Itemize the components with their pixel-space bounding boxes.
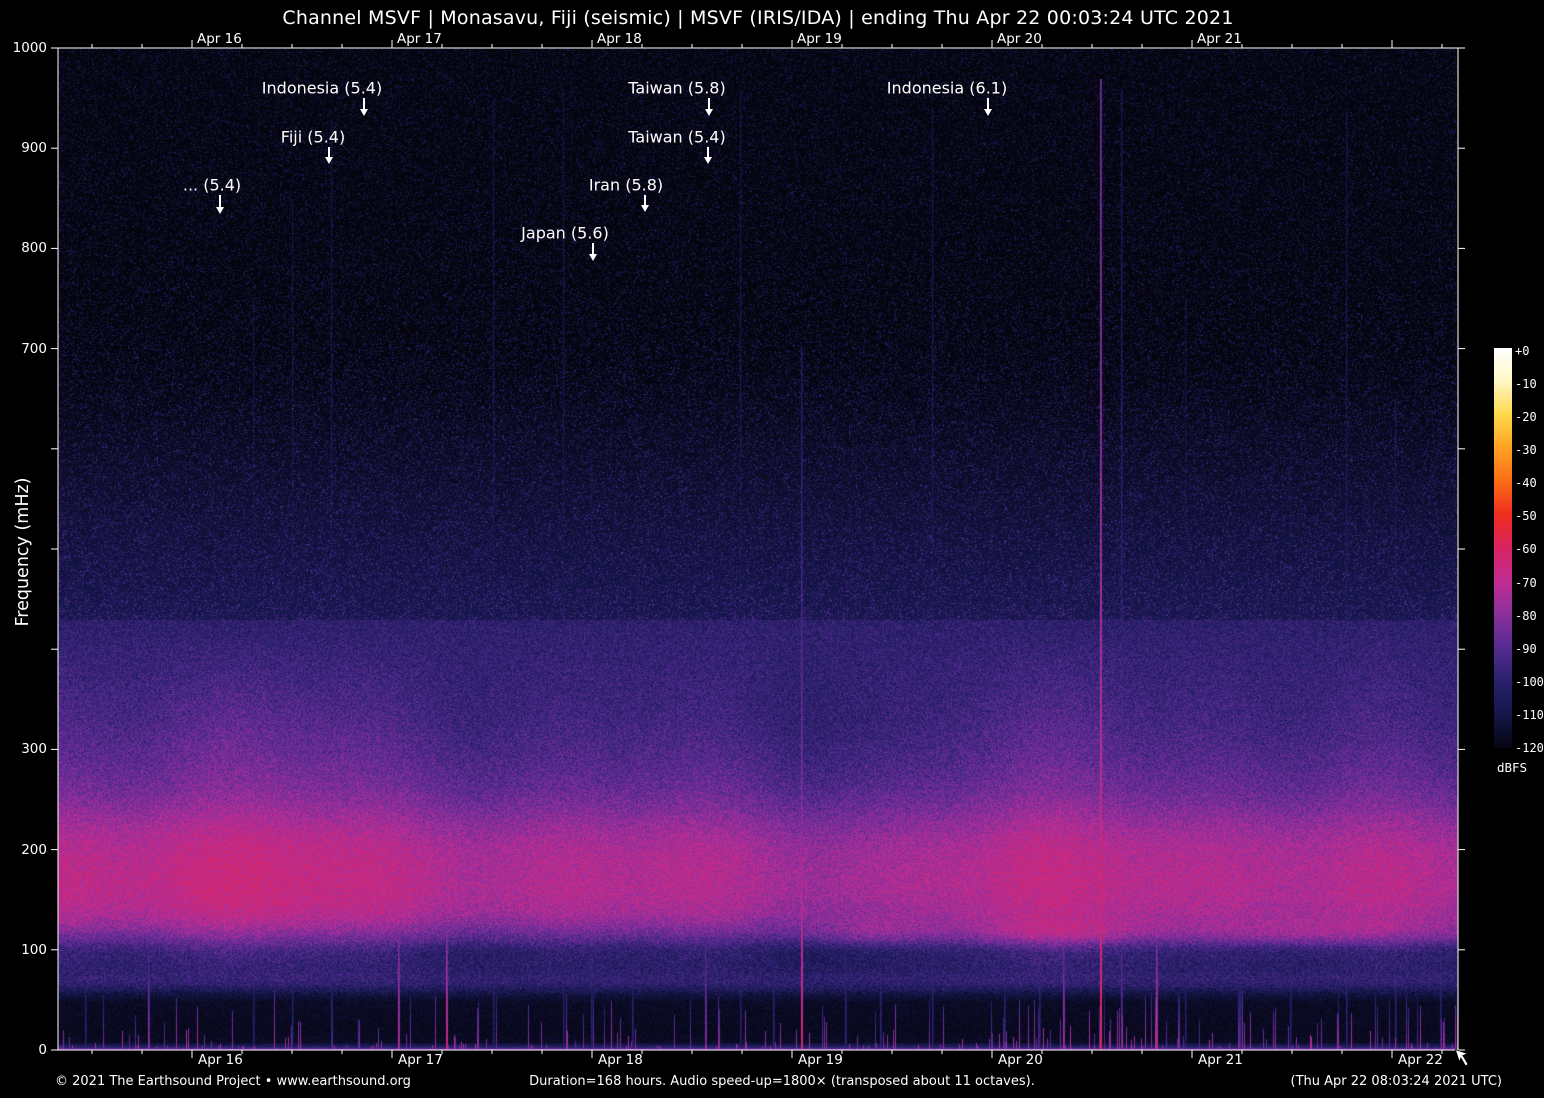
y-tick-label: 100: [21, 941, 47, 958]
x-tick-label-top: Apr 18: [597, 31, 642, 47]
colorbar-tick-label: -60: [1515, 542, 1537, 557]
annotation-arrow: [360, 98, 368, 116]
annotation-arrow-stem: [328, 147, 330, 157]
y-tick-label: 0: [38, 1042, 47, 1058]
annotation-arrow: [984, 98, 992, 116]
annotation-arrow: [704, 147, 712, 164]
mouse-cursor-icon: [1455, 1049, 1469, 1067]
y-tick-label: 200: [21, 841, 47, 858]
annotation-label: Taiwan (5.8): [628, 78, 726, 98]
colorbar-tick-label: -30: [1515, 443, 1537, 458]
colorbar-tick-label: -40: [1515, 476, 1537, 491]
footer-timestamp: (Thu Apr 22 08:03:24 2021 UTC): [1290, 1074, 1503, 1089]
x-tick-label-bottom: Apr 17: [398, 1052, 443, 1068]
page-title: Channel MSVF | Monasavu, Fiji (seismic) …: [282, 7, 1234, 29]
x-tick-label-top: Apr 20: [997, 31, 1042, 47]
footer-copyright: © 2021 The Earthsound Project • www.eart…: [55, 1074, 411, 1089]
colorbar-tick-label: -110: [1515, 707, 1544, 722]
annotation-arrow-stem: [707, 147, 709, 157]
annotation-arrow: [589, 243, 597, 261]
colorbar-tick-label: -10: [1515, 377, 1537, 392]
annotation-label: Fiji (5.4): [280, 127, 346, 147]
x-tick-label-bottom: Apr 20: [998, 1052, 1043, 1068]
y-tick-label: 700: [21, 340, 47, 357]
colorbar-tick-label: +0: [1515, 344, 1530, 358]
x-tick-label-bottom: Apr 22: [1398, 1052, 1443, 1068]
colorbar-tick-label: -90: [1515, 641, 1537, 656]
annotation-arrow: [705, 98, 713, 116]
annotation-arrow-stem: [363, 98, 365, 109]
spectrogram-canvas: [58, 48, 1458, 1050]
x-tick-label-top: Apr 21: [1197, 31, 1242, 47]
colorbar-tick-label: -70: [1515, 575, 1537, 590]
colorbar-unit-label: dBFS: [1496, 760, 1528, 775]
annotation-arrow-head: [704, 157, 712, 164]
annotation-arrow-head: [589, 254, 597, 261]
annotation-arrow-head: [984, 109, 992, 116]
annotation-arrow: [641, 195, 649, 212]
annotation-label: Iran (5.8): [588, 175, 664, 195]
y-axis-label: Frequency (mHz): [13, 477, 33, 627]
annotation-arrow-head: [705, 109, 713, 116]
y-tick-label: 300: [21, 741, 47, 758]
x-tick-label-bottom: Apr 16: [198, 1052, 243, 1068]
colorbar-tick-label: -80: [1515, 608, 1537, 623]
colorbar-gradient: [1494, 348, 1512, 748]
annotation-arrow-stem: [219, 195, 221, 207]
x-tick-label-top: Apr 16: [197, 31, 242, 47]
annotation-arrow: [325, 147, 333, 164]
y-tick-label: 900: [21, 140, 47, 157]
colorbar-tick-label: -20: [1515, 410, 1537, 425]
y-tick-label: 800: [21, 240, 47, 257]
annotation-arrow-stem: [644, 195, 646, 205]
colorbar-tick-label: -100: [1515, 674, 1544, 689]
annotation-arrow-head: [641, 205, 649, 212]
x-tick-label-top: Apr 19: [797, 31, 842, 47]
annotation-label: Indonesia (6.1): [886, 78, 1008, 98]
y-tick-label: 1000: [12, 40, 47, 56]
x-tick-label-bottom: Apr 18: [598, 1052, 643, 1068]
x-tick-label-bottom: Apr 21: [1198, 1052, 1243, 1068]
annotation-arrow: [216, 195, 224, 214]
x-tick-label-bottom: Apr 19: [798, 1052, 843, 1068]
annotation-label: Japan (5.6): [521, 223, 609, 243]
annotation-arrow-stem: [592, 243, 594, 254]
annotation-arrow-head: [216, 207, 224, 214]
annotation-arrow-head: [360, 109, 368, 116]
colorbar-tick-label: -120: [1515, 740, 1544, 755]
colorbar-tick-label: -50: [1515, 509, 1537, 524]
x-tick-label-top: Apr 17: [397, 31, 442, 47]
annotation-arrow-stem: [708, 98, 710, 109]
annotation-label: Indonesia (5.4): [261, 78, 383, 98]
footer-duration: Duration=168 hours. Audio speed-up=1800×…: [529, 1074, 1035, 1089]
annotation-arrow-stem: [987, 98, 989, 109]
annotation-arrow-head: [325, 157, 333, 164]
annotation-label: ... (5.4): [182, 175, 242, 195]
annotation-label: Taiwan (5.4): [628, 127, 726, 147]
